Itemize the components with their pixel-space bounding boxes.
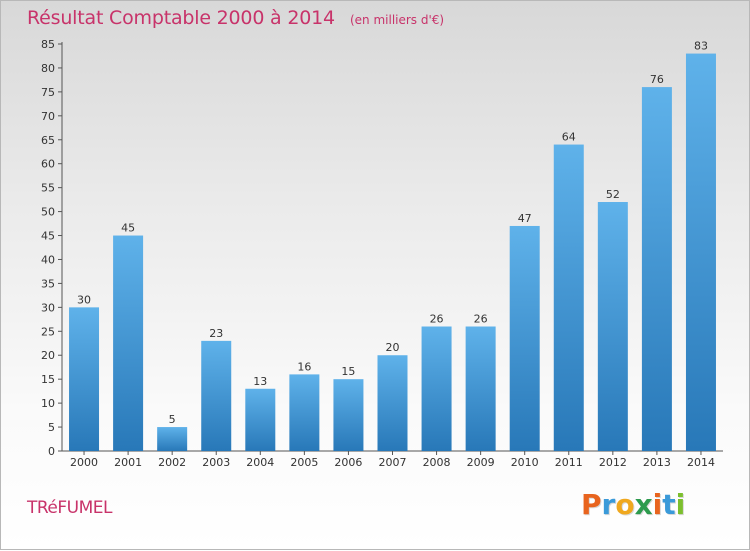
bar: [553, 144, 584, 451]
y-tick-label: 50: [41, 206, 55, 219]
bar: [465, 326, 496, 451]
chart-title: Résultat Comptable 2000 à 2014: [27, 7, 335, 29]
y-tick-label: 40: [41, 253, 55, 266]
proxiti-logo: Proxiti: [581, 488, 685, 521]
data-label: 47: [518, 212, 532, 225]
chart-unit: (en milliers d'€): [349, 13, 445, 27]
title-row: Résultat Comptable 2000 à 2014 (en milli…: [27, 7, 444, 29]
x-tick-label: 2006: [334, 456, 362, 469]
commune-name: TRéFUMEL: [27, 498, 113, 518]
bar: [333, 379, 364, 451]
logo-letter: o: [615, 488, 635, 521]
data-labels: 30 45 5 23 13 16 15 20 26 26 47 64 52 76 83: [77, 40, 708, 426]
bars: [69, 53, 716, 451]
data-label: 52: [606, 188, 620, 201]
data-label: 13: [253, 375, 267, 388]
y-tick-label: 25: [41, 325, 55, 338]
data-label: 20: [386, 341, 400, 354]
bar: [421, 326, 452, 451]
y-tick-label: 20: [41, 349, 55, 362]
x-tick-label: 2007: [379, 456, 407, 469]
data-label: 45: [121, 222, 135, 235]
bar: [377, 355, 408, 451]
y-tick-label: 15: [41, 373, 55, 386]
logo-letter: i: [675, 488, 686, 521]
data-label: 16: [297, 360, 311, 373]
logo-letter: i: [652, 488, 663, 521]
x-tick-label: 2005: [290, 456, 318, 469]
bar: [509, 225, 540, 451]
data-label: 23: [209, 327, 223, 340]
y-tick-label: 45: [41, 230, 55, 243]
bar: [69, 307, 100, 451]
x-tick-label: 2014: [687, 456, 715, 469]
bar: [245, 388, 276, 451]
bar: [685, 53, 716, 451]
bar: [201, 340, 232, 451]
data-label: 26: [474, 313, 488, 326]
x-tick-label: 2011: [555, 456, 583, 469]
x-tick-label: 2004: [246, 456, 274, 469]
logo-letter: P: [581, 488, 602, 521]
y-tick-label: 65: [41, 134, 55, 147]
bar: [113, 235, 144, 451]
data-label: 30: [77, 293, 91, 306]
logo-letter: x: [634, 488, 653, 521]
y-tick-label: 75: [41, 86, 55, 99]
data-label: 5: [169, 413, 176, 426]
y-tick-label: 30: [41, 301, 55, 314]
data-label: 83: [694, 40, 708, 53]
x-tick-label: 2008: [423, 456, 451, 469]
y-tick-label: 35: [41, 277, 55, 290]
y-tick-label: 85: [41, 38, 55, 51]
y-tick-label: 60: [41, 158, 55, 171]
data-label: 76: [650, 73, 664, 86]
data-label: 64: [562, 131, 576, 144]
x-tick-label: 2003: [202, 456, 230, 469]
x-tick-label: 2000: [70, 456, 98, 469]
x-tick-label: 2010: [511, 456, 539, 469]
y-tick-label: 55: [41, 182, 55, 195]
data-label: 15: [341, 365, 355, 378]
y-tick-label: 10: [41, 397, 55, 410]
bar: [157, 427, 188, 451]
logo-letter: t: [662, 488, 676, 521]
data-label: 26: [430, 313, 444, 326]
y-tick-label: 5: [48, 421, 55, 434]
bar: [641, 87, 672, 451]
y-tick-label: 0: [48, 445, 55, 458]
logo-letter: r: [601, 488, 616, 521]
x-tick-label: 2002: [158, 456, 186, 469]
y-tick-label: 80: [41, 62, 55, 75]
x-tick-label: 2012: [599, 456, 627, 469]
x-tick-label: 2013: [643, 456, 671, 469]
bar: [597, 202, 628, 451]
x-tick-label: 2001: [114, 456, 142, 469]
bar: [289, 374, 320, 451]
y-tick-label: 70: [41, 110, 55, 123]
x-tick-label: 2009: [467, 456, 495, 469]
